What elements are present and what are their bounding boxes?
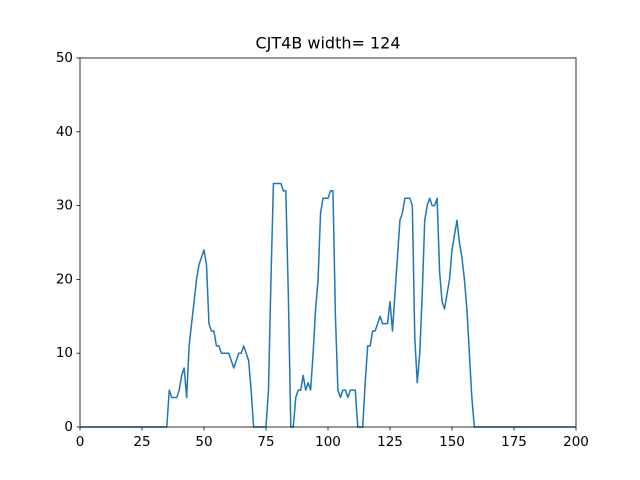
y-tick-label: 50	[56, 50, 73, 66]
x-tick-label: 50	[195, 434, 212, 450]
x-tick-label: 200	[563, 434, 589, 450]
axes-frame	[79, 57, 577, 428]
y-tick-label: 30	[56, 198, 73, 214]
data-line	[80, 182, 576, 428]
y-tick-label: 0	[64, 419, 73, 435]
y-tick-label: 40	[56, 124, 73, 140]
x-tick-label: 75	[257, 434, 274, 450]
x-tick-label: 25	[133, 434, 150, 450]
y-tick-label: 10	[56, 345, 73, 361]
x-tick-label: 175	[501, 434, 527, 450]
x-tick-label: 0	[76, 434, 85, 450]
chart-title: CJT4B width= 124	[255, 34, 400, 53]
x-tick-label: 125	[377, 434, 403, 450]
y-tick-label: 20	[56, 271, 73, 287]
x-tick-label: 150	[439, 434, 465, 450]
x-tick-label: 100	[315, 434, 341, 450]
